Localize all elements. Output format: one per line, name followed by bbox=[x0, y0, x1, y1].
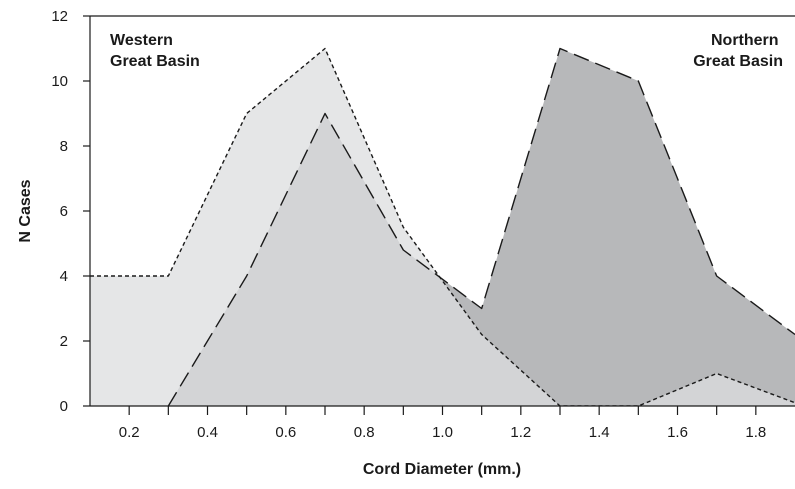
x-tick-label-0.4: 0.4 bbox=[197, 424, 218, 441]
x-tick-label-0.6: 0.6 bbox=[275, 424, 296, 441]
line-northern-great-basin bbox=[167, 47, 795, 406]
data-point-western-great-basin-2 bbox=[246, 113, 248, 115]
series-label-western-line2: Great Basin bbox=[110, 53, 200, 70]
data-point-western-great-basin-1 bbox=[167, 275, 169, 277]
series-label-northern: Northern Great Basin bbox=[693, 32, 783, 70]
data-point-northern-great-basin-2 bbox=[324, 113, 326, 115]
data-point-western-great-basin-8 bbox=[716, 373, 718, 375]
x-tick-label-0.8: 0.8 bbox=[354, 424, 375, 441]
y-tick-label-2: 2 bbox=[60, 333, 68, 350]
series-outlines bbox=[90, 47, 795, 406]
data-point-northern-great-basin-5 bbox=[559, 48, 561, 50]
y-axis-title: N Cases bbox=[17, 179, 34, 242]
series-label-northern-line1: Northern bbox=[711, 32, 779, 49]
x-axis-title: Cord Diameter (mm.) bbox=[363, 461, 521, 478]
data-point-western-great-basin-5 bbox=[481, 334, 483, 336]
y-tick-label-0: 0 bbox=[60, 398, 68, 415]
data-point-northern-great-basin-7 bbox=[716, 275, 718, 277]
data-point-northern-great-basin-4 bbox=[481, 308, 483, 310]
x-tick-label-1.8: 1.8 bbox=[745, 424, 766, 441]
data-point-northern-great-basin-3 bbox=[402, 249, 404, 251]
series-areas bbox=[90, 48, 795, 406]
y-tick-label-4: 4 bbox=[60, 268, 68, 285]
x-tick-label-1.4: 1.4 bbox=[589, 424, 610, 441]
x-tick-label-1.2: 1.2 bbox=[510, 424, 531, 441]
data-point-western-great-basin-4 bbox=[402, 226, 404, 228]
series-label-western-line1: Western bbox=[110, 32, 173, 49]
line-western-great-basin bbox=[90, 47, 795, 406]
y-tick-label-8: 8 bbox=[60, 138, 68, 155]
data-point-northern-great-basin-1 bbox=[246, 275, 248, 277]
data-point-western-great-basin-3 bbox=[324, 48, 326, 50]
x-tick-label-1.0: 1.0 bbox=[432, 424, 453, 441]
x-tick-label-1.6: 1.6 bbox=[667, 424, 688, 441]
x-tick-label-0.2: 0.2 bbox=[119, 424, 140, 441]
y-tick-label-10: 10 bbox=[51, 73, 68, 90]
y-tick-label-6: 6 bbox=[60, 203, 68, 220]
y-tick-label-12: 12 bbox=[51, 8, 68, 25]
tick-marks: 0 2 4 6 8 10 12 0.2 0.4 0.6 0.8 1.0 1.2 1.4 1.6 1.8 bbox=[51, 8, 766, 441]
series-label-northern-line2: Great Basin bbox=[693, 53, 783, 70]
data-point-northern-great-basin-6 bbox=[637, 80, 639, 82]
series-label-western: Western Great Basin bbox=[110, 32, 200, 70]
